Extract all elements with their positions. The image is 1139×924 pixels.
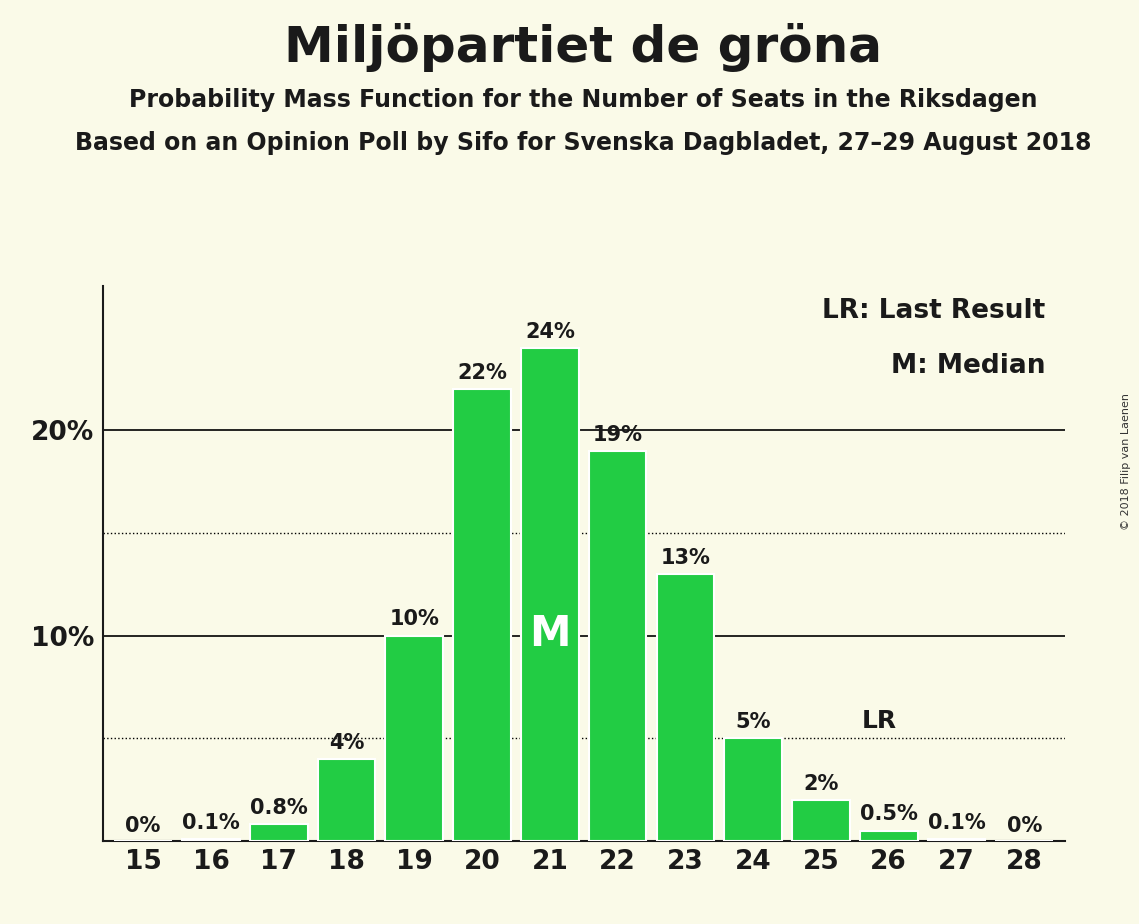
- Text: 0.1%: 0.1%: [927, 812, 985, 833]
- Text: 19%: 19%: [592, 424, 642, 444]
- Bar: [792, 800, 850, 841]
- Text: 5%: 5%: [736, 712, 771, 732]
- Text: 0%: 0%: [1007, 816, 1042, 835]
- Bar: [521, 348, 579, 841]
- Bar: [724, 738, 782, 841]
- Text: 4%: 4%: [329, 733, 364, 752]
- Text: 0.1%: 0.1%: [182, 812, 240, 833]
- Bar: [656, 574, 714, 841]
- Text: 24%: 24%: [525, 322, 575, 342]
- Text: 13%: 13%: [661, 548, 711, 567]
- Bar: [453, 389, 511, 841]
- Bar: [385, 636, 443, 841]
- Text: © 2018 Filip van Laenen: © 2018 Filip van Laenen: [1121, 394, 1131, 530]
- Bar: [860, 831, 918, 841]
- Text: 0.5%: 0.5%: [860, 805, 918, 824]
- Text: 2%: 2%: [803, 773, 838, 794]
- Text: Miljöpartiet de gröna: Miljöpartiet de gröna: [284, 23, 883, 72]
- Text: 0.8%: 0.8%: [249, 798, 308, 819]
- Bar: [927, 839, 985, 841]
- Bar: [249, 824, 308, 841]
- Text: Based on an Opinion Poll by Sifo for Svenska Dagbladet, 27–29 August 2018: Based on an Opinion Poll by Sifo for Sve…: [75, 131, 1091, 155]
- Bar: [318, 759, 376, 841]
- Text: M: M: [530, 613, 571, 655]
- Bar: [589, 451, 647, 841]
- Text: 22%: 22%: [457, 363, 507, 383]
- Text: M: Median: M: Median: [891, 353, 1046, 379]
- Text: LR: Last Result: LR: Last Result: [822, 298, 1046, 323]
- Text: LR: LR: [861, 709, 896, 733]
- Text: 0%: 0%: [125, 816, 161, 835]
- Bar: [182, 839, 240, 841]
- Text: 10%: 10%: [390, 609, 440, 629]
- Text: Probability Mass Function for the Number of Seats in the Riksdagen: Probability Mass Function for the Number…: [129, 88, 1038, 112]
